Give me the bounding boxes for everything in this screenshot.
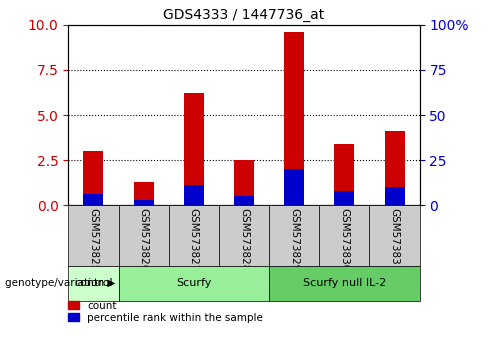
- Bar: [134, 182, 154, 205]
- FancyBboxPatch shape: [119, 205, 169, 266]
- FancyBboxPatch shape: [319, 205, 369, 266]
- Text: GSM573826: GSM573826: [139, 208, 149, 272]
- Text: Scurfy null IL-2: Scurfy null IL-2: [303, 278, 386, 288]
- Bar: [385, 187, 405, 205]
- Text: control: control: [74, 278, 113, 288]
- FancyBboxPatch shape: [369, 205, 420, 266]
- Bar: [284, 169, 304, 205]
- FancyBboxPatch shape: [169, 205, 219, 266]
- Text: GSM573827: GSM573827: [189, 208, 199, 272]
- Bar: [334, 144, 354, 205]
- Bar: [134, 200, 154, 205]
- Bar: [184, 93, 204, 205]
- Bar: [234, 160, 254, 205]
- Bar: [184, 185, 204, 205]
- Legend: count, percentile rank within the sample: count, percentile rank within the sample: [68, 301, 263, 323]
- FancyBboxPatch shape: [68, 266, 119, 301]
- Text: genotype/variation ▶: genotype/variation ▶: [5, 278, 115, 288]
- Bar: [334, 191, 354, 205]
- Text: Scurfy: Scurfy: [176, 278, 211, 288]
- Bar: [284, 32, 304, 205]
- Text: GSM573829: GSM573829: [289, 208, 299, 272]
- FancyBboxPatch shape: [269, 205, 319, 266]
- Title: GDS4333 / 1447736_at: GDS4333 / 1447736_at: [163, 8, 325, 22]
- Text: GSM573825: GSM573825: [88, 208, 99, 272]
- Text: GSM573831: GSM573831: [389, 208, 400, 272]
- FancyBboxPatch shape: [68, 205, 119, 266]
- FancyBboxPatch shape: [219, 205, 269, 266]
- Text: GSM573828: GSM573828: [239, 208, 249, 272]
- Bar: [385, 131, 405, 205]
- Bar: [234, 196, 254, 205]
- Bar: [83, 151, 103, 205]
- Text: GSM573830: GSM573830: [339, 208, 349, 272]
- FancyBboxPatch shape: [269, 266, 420, 301]
- Bar: [83, 194, 103, 205]
- FancyBboxPatch shape: [119, 266, 269, 301]
